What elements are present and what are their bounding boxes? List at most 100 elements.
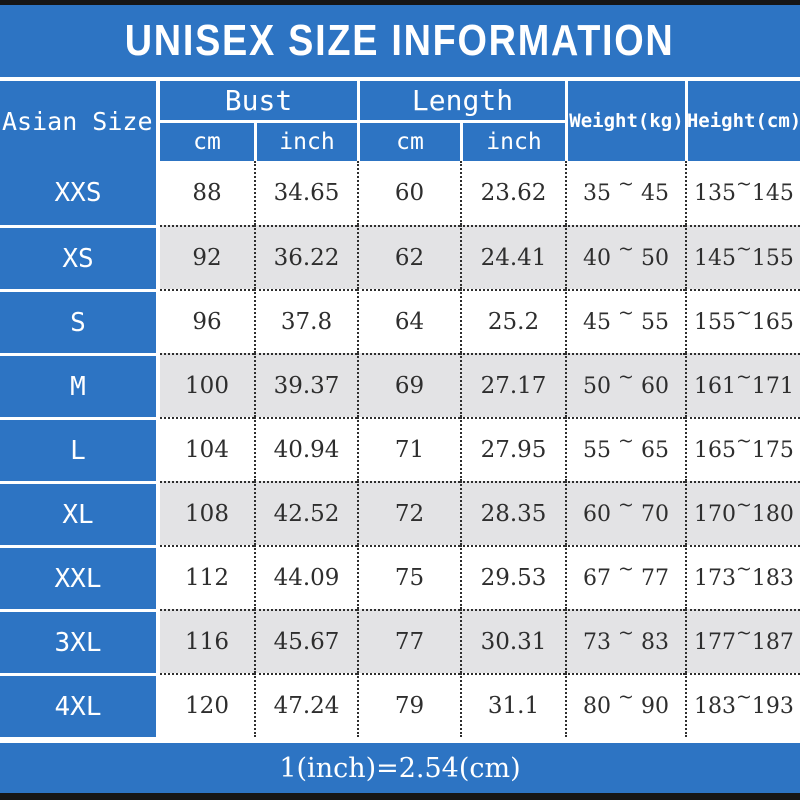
length-cm-cell: 72 bbox=[357, 481, 460, 545]
table-row-4xl: 4XL 120 47.24 79 31.1 80 ~ 90 183 ~ 193 bbox=[0, 673, 800, 737]
length-inch-cell: 23.62 bbox=[460, 161, 565, 225]
bust-cm-cell: 92 bbox=[160, 225, 254, 289]
weight-max: 90 bbox=[640, 693, 669, 719]
weight-range-cell: 60 ~ 70 bbox=[565, 481, 685, 545]
height-range-cell: 161 ~ 171 bbox=[685, 353, 800, 417]
table-row-xxl: XXL 112 44.09 75 29.53 67 ~ 77 173 ~ 183 bbox=[0, 545, 800, 609]
size-cell: XXS bbox=[0, 161, 160, 225]
tilde: ~ bbox=[618, 622, 634, 644]
height-header: Height(cm) bbox=[685, 81, 800, 161]
tilde: ~ bbox=[736, 366, 752, 388]
weight-range-cell: 67 ~ 77 bbox=[565, 545, 685, 609]
weight-min: 45 bbox=[583, 309, 611, 335]
tilde: ~ bbox=[618, 302, 634, 324]
bust-cm-cell: 112 bbox=[160, 545, 254, 609]
height-range-cell: 170 ~ 180 bbox=[685, 481, 800, 545]
tilde: ~ bbox=[736, 238, 752, 260]
tilde: ~ bbox=[618, 686, 634, 708]
height-max: 183 bbox=[751, 565, 794, 591]
length-inch-subheader: inch bbox=[460, 123, 565, 161]
weight-range-cell: 80 ~ 90 bbox=[565, 673, 685, 737]
height-max: 175 bbox=[751, 437, 794, 463]
height-max: 155 bbox=[751, 245, 794, 271]
weight-min: 80 bbox=[583, 693, 611, 719]
page-title: UNISEX SIZE INFORMATION bbox=[125, 16, 675, 65]
height-max: 187 bbox=[751, 629, 794, 655]
title-divider bbox=[0, 77, 800, 81]
bust-inch-cell: 42.52 bbox=[254, 481, 357, 545]
height-min: 177 bbox=[694, 629, 736, 655]
weight-max: 70 bbox=[640, 501, 669, 527]
bust-inch-subheader: inch bbox=[254, 123, 357, 161]
weight-range-cell: 35 ~ 45 bbox=[565, 161, 685, 225]
tilde: ~ bbox=[618, 173, 634, 195]
bust-group-header: Bust bbox=[160, 81, 357, 123]
height-range-cell: 183 ~ 193 bbox=[685, 673, 800, 737]
height-max: 165 bbox=[751, 309, 794, 335]
length-cm-cell: 69 bbox=[357, 353, 460, 417]
weight-max: 65 bbox=[640, 437, 669, 463]
top-border-bar bbox=[0, 0, 800, 5]
tilde: ~ bbox=[618, 366, 634, 388]
table-row-xxs: XXS 88 34.65 60 23.62 35 ~ 45 135 ~ 145 bbox=[0, 161, 800, 225]
height-range-cell: 155 ~ 165 bbox=[685, 289, 800, 353]
weight-max: 83 bbox=[640, 629, 669, 655]
size-cell: M bbox=[0, 353, 160, 417]
length-inch-cell: 28.35 bbox=[460, 481, 565, 545]
weight-range-cell: 50 ~ 60 bbox=[565, 353, 685, 417]
weight-min: 67 bbox=[583, 565, 611, 591]
length-inch-cell: 24.41 bbox=[460, 225, 565, 289]
bust-cm-cell: 104 bbox=[160, 417, 254, 481]
length-inch-cell: 27.95 bbox=[460, 417, 565, 481]
footer-band: 1(inch)=2.54(cm) bbox=[0, 743, 800, 793]
length-inch-cell: 25.2 bbox=[460, 289, 565, 353]
weight-range-cell: 40 ~ 50 bbox=[565, 225, 685, 289]
tilde: ~ bbox=[736, 686, 752, 708]
weight-max: 45 bbox=[640, 180, 669, 206]
tilde: ~ bbox=[618, 494, 634, 516]
height-min: 135 bbox=[694, 180, 736, 206]
weight-max: 77 bbox=[640, 565, 669, 591]
weight-range-cell: 55 ~ 65 bbox=[565, 417, 685, 481]
table-row-l: L 104 40.94 71 27.95 55 ~ 65 165 ~ 175 bbox=[0, 417, 800, 481]
bust-inch-cell: 37.8 bbox=[254, 289, 357, 353]
length-cm-cell: 64 bbox=[357, 289, 460, 353]
length-inch-cell: 27.17 bbox=[460, 353, 565, 417]
bust-inch-cell: 44.09 bbox=[254, 545, 357, 609]
size-cell: S bbox=[0, 289, 160, 353]
tilde: ~ bbox=[736, 494, 752, 516]
height-max: 180 bbox=[751, 501, 794, 527]
bust-cm-subheader: cm bbox=[160, 123, 254, 161]
weight-max: 50 bbox=[640, 245, 669, 271]
weight-min: 35 bbox=[583, 180, 611, 206]
bust-inch-cell: 45.67 bbox=[254, 609, 357, 673]
bust-inch-cell: 39.37 bbox=[254, 353, 357, 417]
weight-min: 50 bbox=[583, 373, 611, 399]
size-cell: 4XL bbox=[0, 673, 160, 737]
bust-cm-cell: 108 bbox=[160, 481, 254, 545]
length-inch-cell: 31.1 bbox=[460, 673, 565, 737]
height-max: 145 bbox=[751, 180, 794, 206]
tilde: ~ bbox=[736, 622, 752, 644]
size-cell: 3XL bbox=[0, 609, 160, 673]
bust-inch-cell: 36.22 bbox=[254, 225, 357, 289]
size-cell: XS bbox=[0, 225, 160, 289]
bust-cm-cell: 116 bbox=[160, 609, 254, 673]
height-min: 145 bbox=[694, 245, 736, 271]
table-row-s: S 96 37.8 64 25.2 45 ~ 55 155 ~ 165 bbox=[0, 289, 800, 353]
bust-inch-cell: 34.65 bbox=[254, 161, 357, 225]
weight-min: 60 bbox=[583, 501, 611, 527]
length-cm-cell: 60 bbox=[357, 161, 460, 225]
height-range-cell: 165 ~ 175 bbox=[685, 417, 800, 481]
conversion-note: 1(inch)=2.54(cm) bbox=[279, 752, 521, 784]
weight-min: 55 bbox=[583, 437, 611, 463]
table-row-3xl: 3XL 116 45.67 77 30.31 73 ~ 83 177 ~ 187 bbox=[0, 609, 800, 673]
tilde: ~ bbox=[736, 558, 752, 580]
footer-divider bbox=[0, 737, 800, 743]
title-band: UNISEX SIZE INFORMATION bbox=[0, 5, 800, 77]
weight-range-cell: 45 ~ 55 bbox=[565, 289, 685, 353]
length-cm-cell: 75 bbox=[357, 545, 460, 609]
height-max: 171 bbox=[751, 373, 794, 399]
weight-max: 60 bbox=[640, 373, 669, 399]
